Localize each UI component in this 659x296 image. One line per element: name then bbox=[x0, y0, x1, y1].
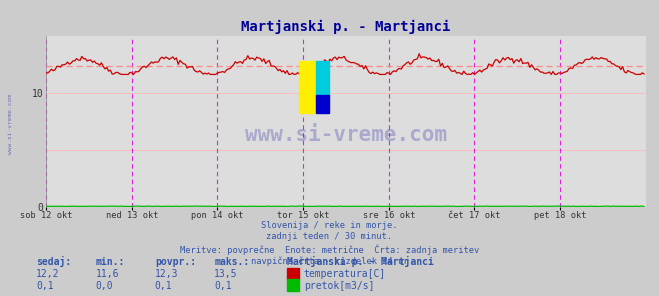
Text: Slovenija / reke in morje.: Slovenija / reke in morje. bbox=[261, 221, 398, 229]
Bar bbox=[316, 61, 329, 97]
Text: temperatura[C]: temperatura[C] bbox=[304, 269, 386, 279]
Text: www.si-vreme.com: www.si-vreme.com bbox=[245, 125, 447, 145]
Text: 0,0: 0,0 bbox=[96, 281, 113, 291]
Text: 0,1: 0,1 bbox=[36, 281, 54, 291]
Bar bbox=[299, 61, 316, 113]
Text: navpična črta - razdelek 24 ur: navpična črta - razdelek 24 ur bbox=[251, 256, 408, 266]
Text: 0,1: 0,1 bbox=[214, 281, 232, 291]
Text: povpr.:: povpr.: bbox=[155, 257, 196, 267]
Text: 12,3: 12,3 bbox=[155, 269, 179, 279]
Text: maks.:: maks.: bbox=[214, 257, 249, 267]
Text: 12,2: 12,2 bbox=[36, 269, 60, 279]
Text: 13,5: 13,5 bbox=[214, 269, 238, 279]
Text: zadnji teden / 30 minut.: zadnji teden / 30 minut. bbox=[266, 232, 393, 241]
Bar bbox=[316, 95, 329, 113]
Text: 0,1: 0,1 bbox=[155, 281, 173, 291]
Text: www.si-vreme.com: www.si-vreme.com bbox=[8, 94, 13, 154]
Text: 11,6: 11,6 bbox=[96, 269, 119, 279]
Text: Meritve: povprečne  Enote: metrične  Črta: zadnja meritev: Meritve: povprečne Enote: metrične Črta:… bbox=[180, 244, 479, 255]
Text: min.:: min.: bbox=[96, 257, 125, 267]
Text: Martjanski p. - Martjanci: Martjanski p. - Martjanci bbox=[287, 256, 434, 267]
Text: sedaj:: sedaj: bbox=[36, 256, 71, 267]
Title: Martjanski p. - Martjanci: Martjanski p. - Martjanci bbox=[241, 20, 451, 34]
Text: pretok[m3/s]: pretok[m3/s] bbox=[304, 281, 374, 291]
